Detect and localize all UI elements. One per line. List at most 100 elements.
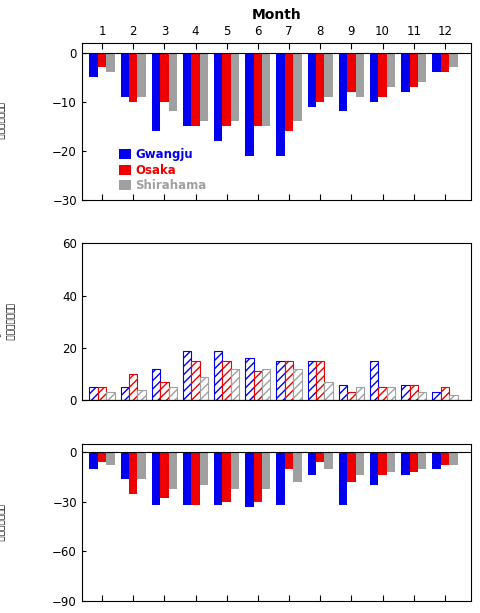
- Y-axis label: 직접복사강제력
(W m$^{-2}$)
대기상단: 직접복사강제력 (W m$^{-2}$) 대기상단: [0, 303, 13, 341]
- Bar: [440, 387, 448, 400]
- Bar: [338, 53, 347, 112]
- Bar: [182, 53, 191, 126]
- Bar: [214, 452, 222, 505]
- Bar: [222, 53, 230, 126]
- Bar: [222, 361, 230, 400]
- Bar: [347, 392, 355, 400]
- Bar: [97, 53, 106, 67]
- Bar: [89, 53, 97, 77]
- Bar: [315, 361, 324, 400]
- Bar: [276, 361, 284, 400]
- Bar: [222, 452, 230, 502]
- Bar: [347, 53, 355, 92]
- Bar: [230, 369, 239, 400]
- Bar: [276, 452, 284, 505]
- Bar: [245, 359, 253, 400]
- Bar: [106, 53, 114, 72]
- Bar: [262, 452, 270, 489]
- Bar: [253, 371, 262, 400]
- Bar: [284, 53, 293, 131]
- Bar: [214, 351, 222, 400]
- Bar: [432, 392, 440, 400]
- Bar: [355, 53, 363, 97]
- Bar: [378, 53, 386, 97]
- Bar: [262, 53, 270, 126]
- Bar: [284, 452, 293, 469]
- Bar: [386, 387, 395, 400]
- Bar: [120, 387, 129, 400]
- Bar: [440, 53, 448, 72]
- Bar: [338, 452, 347, 505]
- Bar: [129, 452, 137, 493]
- Bar: [400, 384, 408, 400]
- Bar: [106, 452, 114, 465]
- Bar: [106, 392, 114, 400]
- Bar: [120, 452, 129, 479]
- Bar: [400, 452, 408, 476]
- Bar: [160, 452, 168, 498]
- Bar: [137, 390, 145, 400]
- Bar: [151, 53, 160, 131]
- Bar: [182, 351, 191, 400]
- Bar: [199, 452, 208, 485]
- Bar: [324, 382, 332, 400]
- Bar: [129, 53, 137, 102]
- Bar: [448, 53, 456, 67]
- Bar: [400, 53, 408, 92]
- Bar: [408, 53, 417, 87]
- Bar: [408, 384, 417, 400]
- Bar: [191, 53, 199, 126]
- Bar: [182, 452, 191, 505]
- Bar: [307, 452, 315, 476]
- Bar: [347, 452, 355, 482]
- Bar: [151, 452, 160, 505]
- Bar: [253, 452, 262, 502]
- Bar: [293, 53, 301, 121]
- Y-axis label: 직접복사강제력
(W m$^{-2}$)
AOT: 직접복사강제력 (W m$^{-2}$) AOT: [0, 102, 3, 140]
- Bar: [151, 369, 160, 400]
- Bar: [440, 452, 448, 465]
- Bar: [199, 376, 208, 400]
- Bar: [137, 53, 145, 97]
- Bar: [315, 452, 324, 462]
- Bar: [168, 387, 177, 400]
- Bar: [324, 452, 332, 469]
- Bar: [89, 387, 97, 400]
- Bar: [199, 53, 208, 121]
- Bar: [230, 452, 239, 489]
- Bar: [284, 361, 293, 400]
- Bar: [276, 53, 284, 156]
- Bar: [417, 392, 425, 400]
- Bar: [293, 452, 301, 482]
- Bar: [408, 452, 417, 472]
- Bar: [448, 395, 456, 400]
- Bar: [432, 452, 440, 469]
- Bar: [378, 387, 386, 400]
- Bar: [369, 53, 378, 102]
- X-axis label: Month: Month: [251, 9, 301, 23]
- Bar: [160, 53, 168, 102]
- Bar: [338, 384, 347, 400]
- Bar: [137, 452, 145, 479]
- Bar: [386, 53, 395, 87]
- Bar: [262, 369, 270, 400]
- Bar: [432, 53, 440, 72]
- Bar: [191, 361, 199, 400]
- Bar: [230, 53, 239, 121]
- Bar: [253, 53, 262, 126]
- Bar: [214, 53, 222, 141]
- Bar: [245, 452, 253, 507]
- Bar: [417, 53, 425, 82]
- Bar: [168, 452, 177, 489]
- Bar: [307, 361, 315, 400]
- Bar: [307, 53, 315, 107]
- Bar: [160, 382, 168, 400]
- Bar: [120, 53, 129, 97]
- Y-axis label: 직접복사강제력
(W m$^{-2}$)
지표면: 직접복사강제력 (W m$^{-2}$) 지표면: [0, 503, 3, 542]
- Bar: [168, 53, 177, 112]
- Bar: [355, 452, 363, 476]
- Bar: [293, 369, 301, 400]
- Bar: [97, 387, 106, 400]
- Bar: [378, 452, 386, 476]
- Bar: [417, 452, 425, 469]
